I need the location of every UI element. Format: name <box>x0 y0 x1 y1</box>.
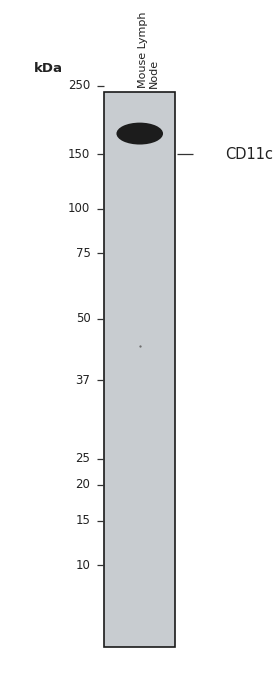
Text: kDa: kDa <box>33 62 62 75</box>
Text: 10: 10 <box>76 559 90 571</box>
Text: 20: 20 <box>76 479 90 491</box>
Text: Mouse Lymph: Mouse Lymph <box>138 11 148 88</box>
Text: CD11c: CD11c <box>225 147 273 162</box>
Bar <box>104 92 175 647</box>
Text: 50: 50 <box>76 312 90 325</box>
Ellipse shape <box>116 123 163 145</box>
Text: 150: 150 <box>68 148 90 160</box>
Text: 37: 37 <box>76 374 90 386</box>
Text: 25: 25 <box>76 453 90 465</box>
Text: 100: 100 <box>68 203 90 215</box>
Text: 75: 75 <box>76 247 90 260</box>
Text: 250: 250 <box>68 79 90 92</box>
Text: Node: Node <box>149 58 159 88</box>
Text: 15: 15 <box>76 514 90 527</box>
